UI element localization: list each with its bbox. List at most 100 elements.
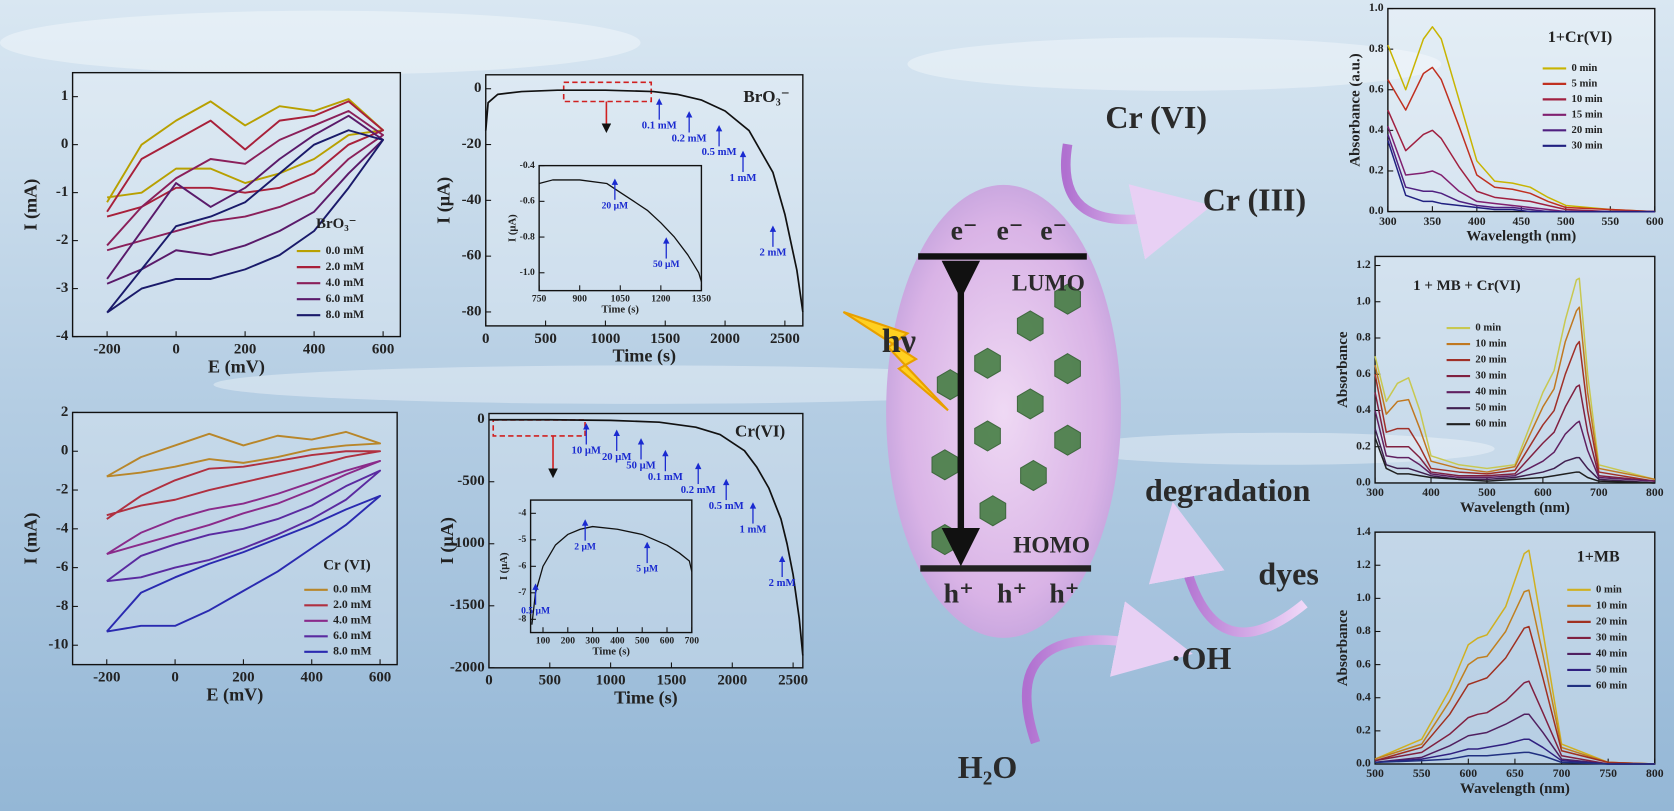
annotation-arrowhead xyxy=(581,519,589,526)
y-tick-label: 0.4 xyxy=(1369,123,1384,136)
chart: -200 0 200 400 600 -10 -8 -6 -4 -2 0 2 E (mV) I (mA) C… xyxy=(20,404,398,705)
chart: 0 500 1000 1500 2000 2500 -80 -60 -40 -20 0 Time (s… xyxy=(434,74,804,367)
series-line xyxy=(1387,26,1655,213)
chart-title: 1+MB xyxy=(1577,548,1620,565)
chart-label: BrO₃⁻ xyxy=(743,87,789,106)
y-tick-label: -1.0 xyxy=(520,267,535,278)
y-tick-label: 1.0 xyxy=(1356,591,1371,604)
legend-label: 5 min xyxy=(1572,77,1598,89)
y-tick-label: -5 xyxy=(518,534,526,545)
y-tick-label: -1500 xyxy=(450,597,485,613)
label-h2o: H₂O xyxy=(958,749,1017,785)
data-line xyxy=(538,179,703,282)
x-tick-label: 700 xyxy=(685,635,700,646)
y-tick-label: -60 xyxy=(462,248,482,264)
x-axis-label: E (mV) xyxy=(206,684,263,705)
y-tick-label: -8 xyxy=(518,614,526,625)
series-line xyxy=(1387,109,1655,213)
annotation-arrowhead xyxy=(583,423,590,430)
chart-title: 1 + MB + Cr(VI) xyxy=(1413,278,1520,294)
y-tick-label: 0 xyxy=(474,80,481,96)
y-tick-label: 1.2 xyxy=(1356,558,1371,571)
legend-label: 10 min xyxy=(1475,338,1506,350)
legend-label: 50 min xyxy=(1596,663,1627,675)
x-axis-label: Time (s) xyxy=(612,346,676,367)
series-line xyxy=(1374,340,1655,482)
legend-label: 0 min xyxy=(1596,583,1622,595)
electron: e⁻ xyxy=(1040,215,1067,246)
chart: 100 200 300 400 500 600 700 -8 -7 -6 -5 -4 Time (s) I… xyxy=(498,499,700,657)
y-tick-label: 0.0 xyxy=(1356,476,1371,489)
chart: 300 400 500 600 700 800 0.0 0.2 0.4 0.6 0.8 1.0 1.2 W… xyxy=(1335,255,1664,516)
legend-label: 50 min xyxy=(1475,402,1506,414)
legend-label: 2.0 mM xyxy=(326,260,364,273)
y-tick-label: 0.6 xyxy=(1356,367,1371,380)
annotation-label: 1 mM xyxy=(730,172,757,184)
annotation-arrowhead xyxy=(643,541,651,549)
y-axis-label: I (μA) xyxy=(437,517,458,564)
legend-label: 0.0 mM xyxy=(333,583,371,596)
annotation-label: 10 μM xyxy=(572,444,601,456)
curved-arrow xyxy=(1061,143,1212,260)
y-tick-label: -2 xyxy=(56,232,68,248)
legend-label: 0.0 mM xyxy=(326,244,364,257)
series-line xyxy=(1374,680,1655,765)
x-tick-label: -200 xyxy=(93,670,120,686)
y-tick-label: -4 xyxy=(56,328,69,344)
y-tick-label: -2 xyxy=(56,481,68,497)
annotation-label: 0.1 mM xyxy=(648,471,683,483)
y-tick-label: -4 xyxy=(518,508,526,519)
x-tick-label: 2000 xyxy=(717,673,747,689)
hole: h⁺ xyxy=(1049,579,1079,610)
annotation-label: 50 μM xyxy=(626,459,655,471)
annotation-label: 0.1 mM xyxy=(642,120,677,132)
annotation-arrowhead xyxy=(722,478,730,486)
x-tick-label: 600 xyxy=(1460,767,1478,780)
y-tick-label: 1.0 xyxy=(1369,1,1384,14)
y-tick-label: -2000 xyxy=(450,659,485,675)
legend-label: 20 min xyxy=(1475,354,1506,366)
y-tick-label: 1.2 xyxy=(1356,258,1371,271)
series-line xyxy=(1374,625,1655,765)
series-line xyxy=(106,450,382,520)
panel xyxy=(1387,8,1655,212)
legend-label: 10 min xyxy=(1572,93,1603,105)
legend-label: 20 min xyxy=(1596,615,1627,627)
y-tick-label: 0.8 xyxy=(1369,42,1384,55)
legend-label: 6.0 mM xyxy=(333,629,371,642)
x-tick-label: 2000 xyxy=(710,331,740,347)
x-tick-label: 550 xyxy=(1413,767,1431,780)
annotation-arrowhead xyxy=(532,583,539,590)
series-line xyxy=(1374,437,1655,484)
curved-arrow xyxy=(1148,501,1308,638)
y-tick-label: -10 xyxy=(48,637,68,653)
x-tick-label: 2500 xyxy=(770,331,800,347)
y-tick-label: -20 xyxy=(462,136,482,152)
plot-frame xyxy=(71,71,402,338)
legend-label: 30 min xyxy=(1572,139,1603,151)
legend-label: 20 min xyxy=(1572,124,1603,136)
x-tick-label: -200 xyxy=(93,341,120,357)
y-axis-label: I (μA) xyxy=(507,214,519,242)
annotation-label: 5 μM xyxy=(636,564,658,575)
series-line xyxy=(1374,306,1655,481)
data-line xyxy=(488,418,804,656)
annotation-arrowhead xyxy=(749,502,757,509)
annotation-label: 2 mM xyxy=(769,577,796,589)
x-tick-label: 600 xyxy=(660,635,675,646)
electron: e⁻ xyxy=(996,215,1023,246)
x-tick-label: 700 xyxy=(1553,767,1571,780)
series-line xyxy=(106,100,385,218)
annotation-label: 0.2 mM xyxy=(672,132,707,144)
x-axis-label: Time (s) xyxy=(602,303,640,315)
x-axis-label: Wavelength (nm) xyxy=(1466,229,1576,245)
legend-label: 2.0 mM xyxy=(333,598,371,611)
legend-label: 10 min xyxy=(1596,599,1627,611)
annotation-arrowhead xyxy=(715,125,723,132)
x-tick-label: 400 xyxy=(301,670,323,686)
x-tick-label: 100 xyxy=(536,635,551,646)
chart: 750 900 1050 1200 1350 -1.0 -0.8 -0.6 -0.4 Time (… xyxy=(507,160,712,316)
y-tick-label: 0.0 xyxy=(1369,204,1384,217)
y-axis-label: I (μA) xyxy=(434,177,455,224)
x-tick-label: 0 xyxy=(171,670,178,686)
